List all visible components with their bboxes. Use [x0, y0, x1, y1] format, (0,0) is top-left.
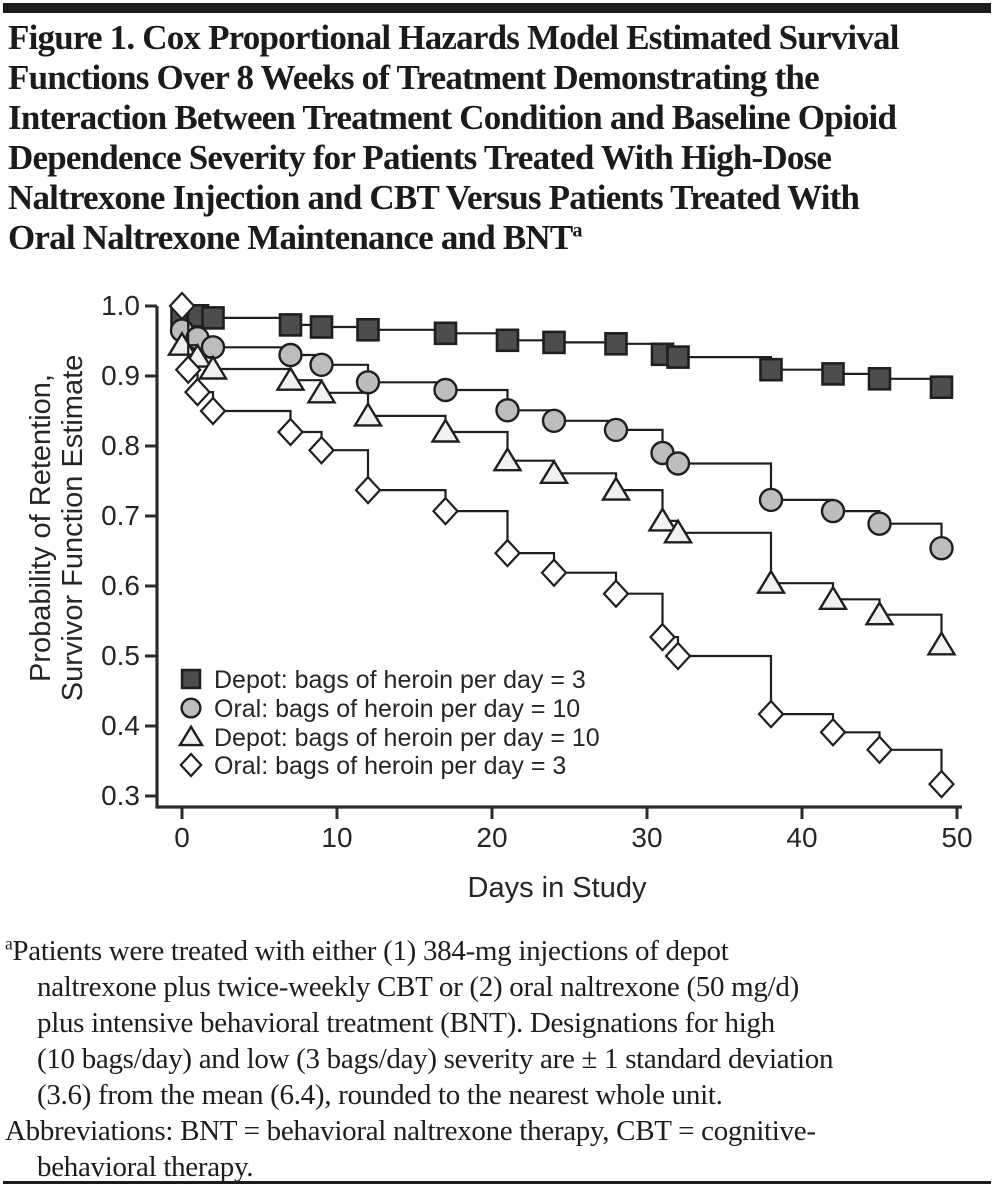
figure-title: Figure 1. Cox Proportional Hazards Model…	[8, 18, 992, 258]
footnote-superscript-marker: a	[5, 933, 13, 954]
y-tick-label: 1.0	[101, 290, 140, 321]
figure-title-line: Dependence Severity for Patients Treated…	[8, 138, 832, 177]
legend-label: Oral: bags of heroin per day = 10	[214, 695, 580, 723]
series-triangle	[166, 330, 957, 656]
y-axis-title-line2: Survivor Function Estimate	[57, 355, 89, 702]
y-tick-label: 0.5	[101, 640, 140, 671]
y-tick-label: 0.7	[101, 500, 140, 531]
x-tick-label: 40	[786, 822, 817, 853]
footnote-line: aPatients were treated with either (1) 3…	[5, 933, 729, 967]
figure-title-line: Naltrexone Injection and CBT Versus Pati…	[8, 178, 860, 217]
legend-label: Oral: bags of heroin per day = 3	[214, 752, 566, 780]
bottom-rule	[3, 1181, 991, 1184]
axes: 1.0 0.9 0.8 0.7 0.6 0.5 0.4 0.3 0 10 20 30 40 50 Days …	[25, 290, 973, 904]
x-tick-label: 0	[174, 822, 190, 853]
series-circle	[169, 318, 954, 561]
footnote-line: Abbreviations: BNT = behavioral naltrexo…	[5, 1115, 816, 1147]
footnote-line: (3.6) from the mean (6.4), rounded to th…	[37, 1079, 723, 1111]
y-tick-label: 0.6	[101, 570, 140, 601]
chart-footnote: aPatients were treated with either (1) 3…	[5, 933, 989, 1185]
top-rule	[3, 3, 991, 13]
footnote-line: plus intensive behavioral treatment (BNT…	[37, 1007, 775, 1039]
x-tick-label: 30	[631, 822, 662, 853]
legend-label: Depot: bags of heroin per day = 3	[214, 666, 586, 694]
y-tick-label: 0.4	[101, 710, 140, 741]
figure-title-line: Functions Over 8 Weeks of Treatment Demo…	[8, 58, 820, 97]
footnote-line: naltrexone plus twice-weekly CBT or (2) …	[37, 971, 799, 1003]
y-tick-label: 0.3	[101, 780, 140, 811]
x-tick-label: 50	[941, 822, 972, 853]
y-tick-label: 0.9	[101, 360, 140, 391]
x-tick-label: 10	[321, 822, 352, 853]
chart-area: 1.0 0.9 0.8 0.7 0.6 0.5 0.4 0.3 0 10 20 30 40 50 Days …	[0, 285, 994, 910]
series-square	[170, 303, 954, 399]
x-tick-label: 20	[476, 822, 507, 853]
figure-title-line: Figure 1. Cox Proportional Hazards Model…	[8, 18, 899, 57]
title-superscript: a	[572, 219, 582, 242]
legend-label: Depot: bags of heroin per day = 10	[214, 724, 600, 752]
figure-title-line: Interaction Between Treatment Condition …	[8, 98, 897, 137]
series-diamond	[168, 291, 955, 799]
survival-chart: 1.0 0.9 0.8 0.7 0.6 0.5 0.4 0.3 0 10 20 30 40 50 Days …	[25, 290, 973, 904]
figure-title-line: Oral Naltrexone Maintenance and BNTa	[8, 218, 583, 257]
x-axis-title: Days in Study	[468, 872, 647, 904]
y-tick-label: 0.8	[101, 430, 140, 461]
footnote-line: behavioral therapy.	[37, 1151, 254, 1183]
y-axis-title-line1: Probability of Retention,	[25, 374, 57, 682]
footnote-line: (10 bags/day) and low (3 bags/day) sever…	[37, 1043, 834, 1075]
